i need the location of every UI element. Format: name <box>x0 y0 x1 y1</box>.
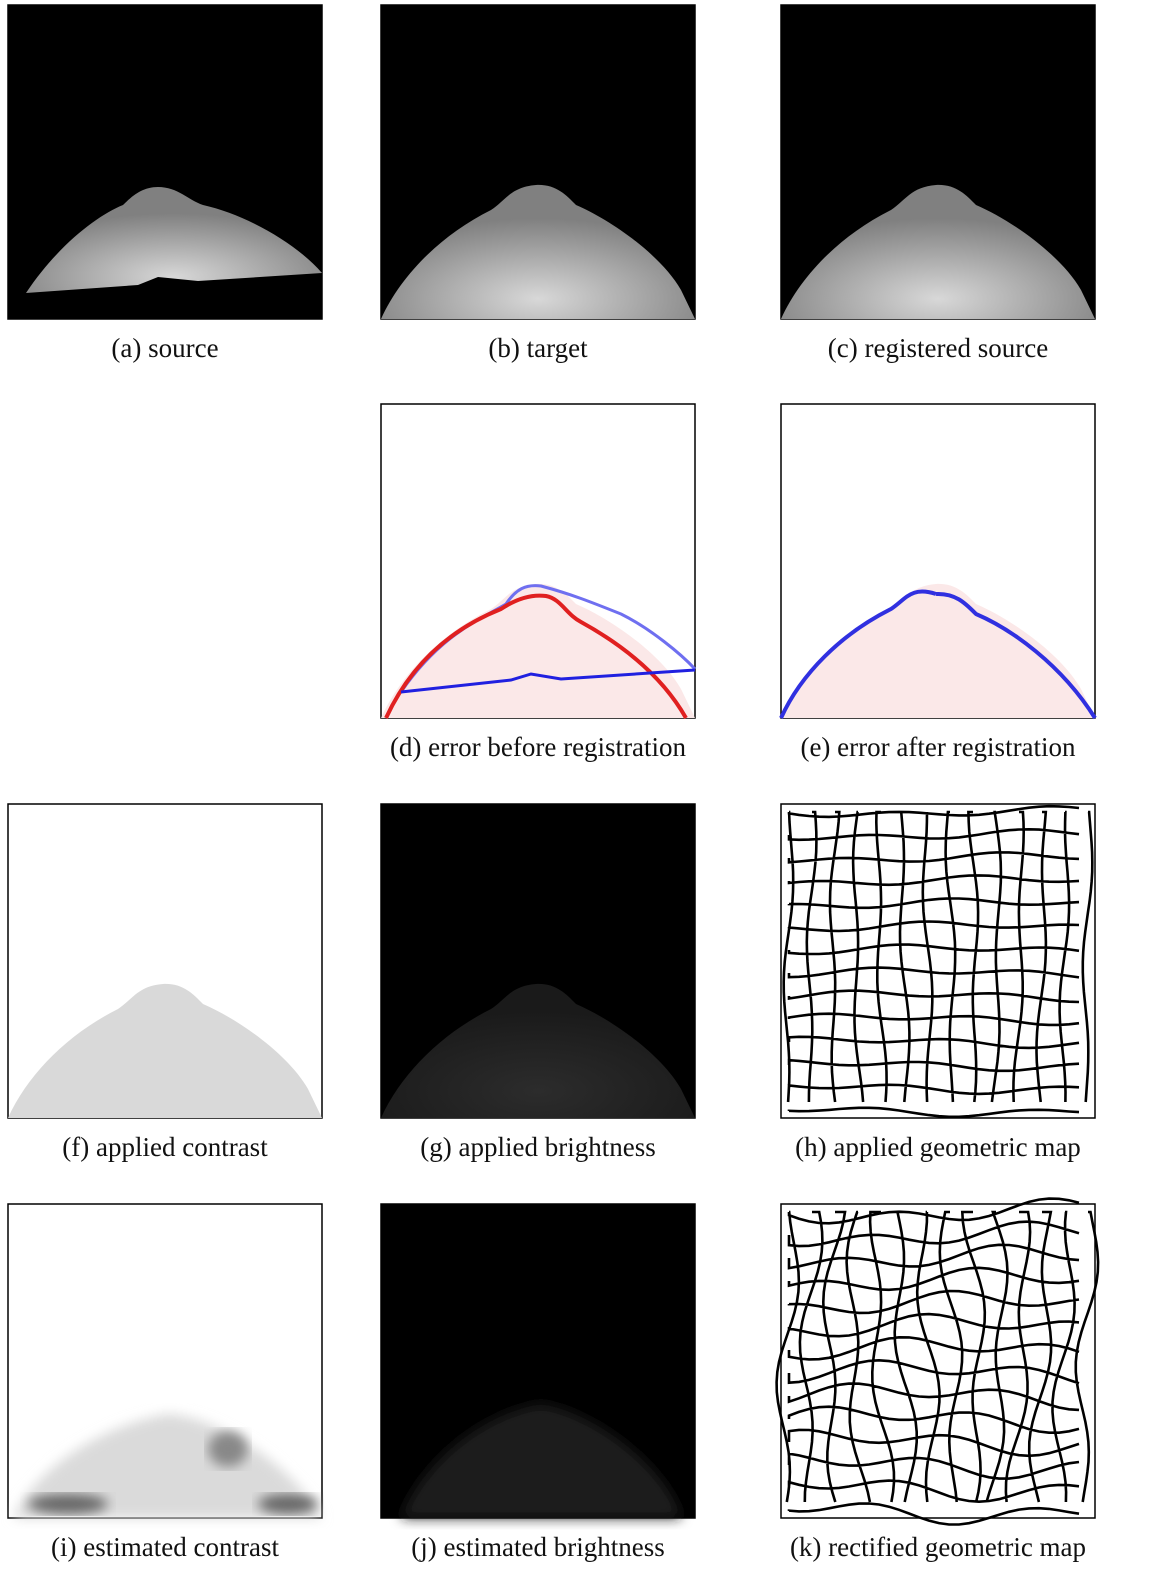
caption: (h) applied geometric map <box>795 1132 1081 1162</box>
panel <box>777 1199 1099 1525</box>
caption: (d) error before registration <box>390 732 687 762</box>
contrast-blob <box>28 1494 108 1514</box>
caption: (e) error after registration <box>800 732 1076 762</box>
panel-image <box>781 804 1095 1118</box>
panel <box>781 404 1095 718</box>
figure: (a) source (b) target (c) registered sourc… <box>0 0 1152 1595</box>
caption: (c) registered source <box>828 333 1048 363</box>
caption: (k) rectified geometric map <box>790 1532 1086 1562</box>
contrast-blob <box>258 1494 318 1514</box>
caption: (i) estimated contrast <box>51 1532 279 1562</box>
panel <box>381 404 695 718</box>
caption: (b) target <box>488 333 588 363</box>
panel <box>8 1204 322 1518</box>
panel <box>781 5 1095 319</box>
panel <box>8 804 322 1118</box>
panel <box>381 1204 695 1518</box>
contrast-blob <box>208 1431 248 1467</box>
caption: (a) source <box>111 333 218 363</box>
caption: (f) applied contrast <box>62 1132 268 1162</box>
panel <box>381 804 695 1118</box>
caption: (g) applied brightness <box>420 1132 655 1162</box>
panel <box>381 5 695 319</box>
panel <box>781 804 1095 1118</box>
caption: (j) estimated brightness <box>411 1532 664 1562</box>
panel <box>8 5 322 319</box>
